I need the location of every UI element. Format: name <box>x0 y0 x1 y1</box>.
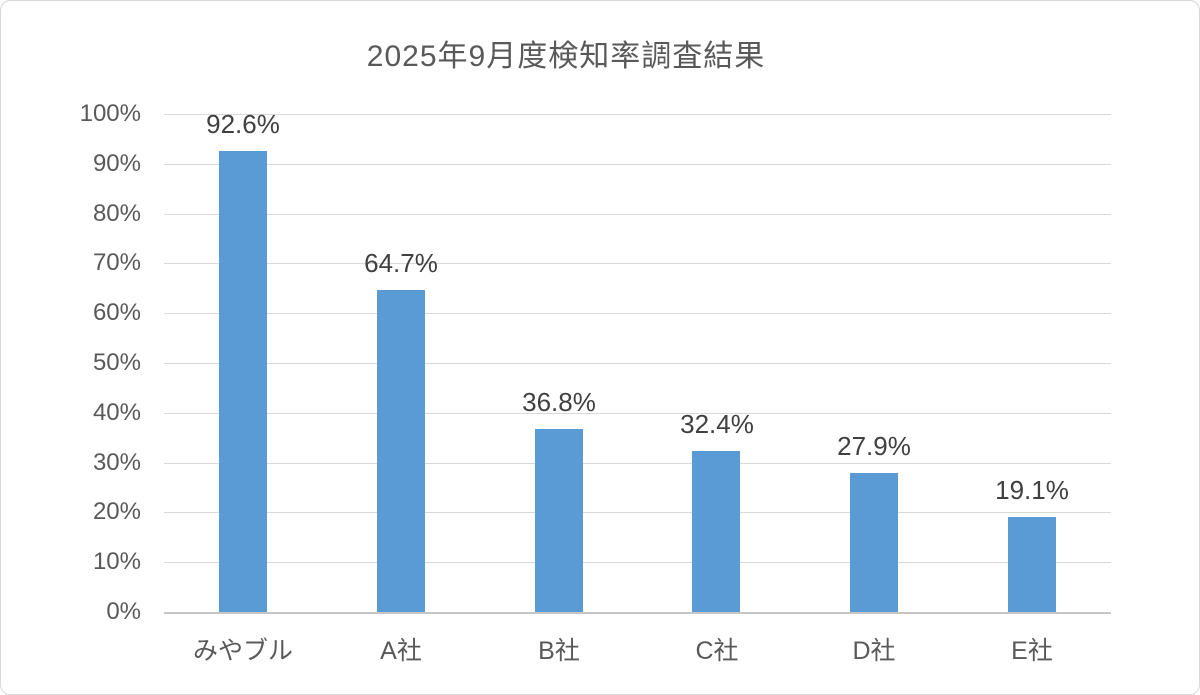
y-tick-label: 40% <box>92 399 141 426</box>
x-tick-label: C社 <box>695 637 739 665</box>
plot-area: 92.6% 64.7% 36.8% 32.4% 27.9% 19.1% <box>164 109 1111 614</box>
gridline <box>164 413 1111 414</box>
y-tick-label: 60% <box>92 299 141 326</box>
data-label: 19.1% <box>995 475 1069 505</box>
gridline <box>164 263 1111 264</box>
y-tick-label: 90% <box>92 150 141 177</box>
y-tick-label: 50% <box>92 349 141 376</box>
data-label: 64.7% <box>364 248 438 278</box>
x-tick-label: B社 <box>538 637 580 665</box>
bar <box>850 473 898 612</box>
y-tick-label: 20% <box>92 498 141 525</box>
gridline <box>164 214 1111 215</box>
gridline <box>164 114 1111 115</box>
y-tick-label: 100% <box>79 100 141 127</box>
x-axis-labels: みやブル A社 B社 C社 D社 E社 <box>164 612 1111 672</box>
x-tick-label: A社 <box>380 637 422 665</box>
bar <box>219 151 267 612</box>
data-label: 27.9% <box>837 431 911 461</box>
data-label: 32.4% <box>680 409 754 439</box>
x-tick-label: みやブル <box>192 637 293 665</box>
data-label: 36.8% <box>522 387 596 417</box>
gridline <box>164 463 1111 464</box>
y-tick-label: 0% <box>106 598 141 625</box>
bar <box>377 290 425 612</box>
chart-title: 2025年9月度検知率調査結果 <box>366 40 766 73</box>
data-label: 92.6% <box>206 109 280 139</box>
gridline <box>164 512 1111 513</box>
bar <box>535 429 583 612</box>
y-axis-labels: 100% 90% 80% 70% 60% 50% 40% 30% 20% 10% 0% <box>1 100 149 625</box>
gridline <box>164 562 1111 563</box>
x-tick-label: E社 <box>1011 637 1053 665</box>
y-tick-label: 10% <box>92 548 141 575</box>
x-axis-line <box>164 612 1111 614</box>
bar <box>692 451 740 612</box>
y-tick-label: 70% <box>92 249 141 276</box>
gridline <box>164 313 1111 314</box>
gridline <box>164 363 1111 364</box>
gridline <box>164 164 1111 165</box>
bar <box>1008 517 1056 612</box>
y-tick-label: 80% <box>92 200 141 227</box>
y-tick-label: 30% <box>92 449 141 476</box>
x-tick-label: D社 <box>852 637 896 665</box>
